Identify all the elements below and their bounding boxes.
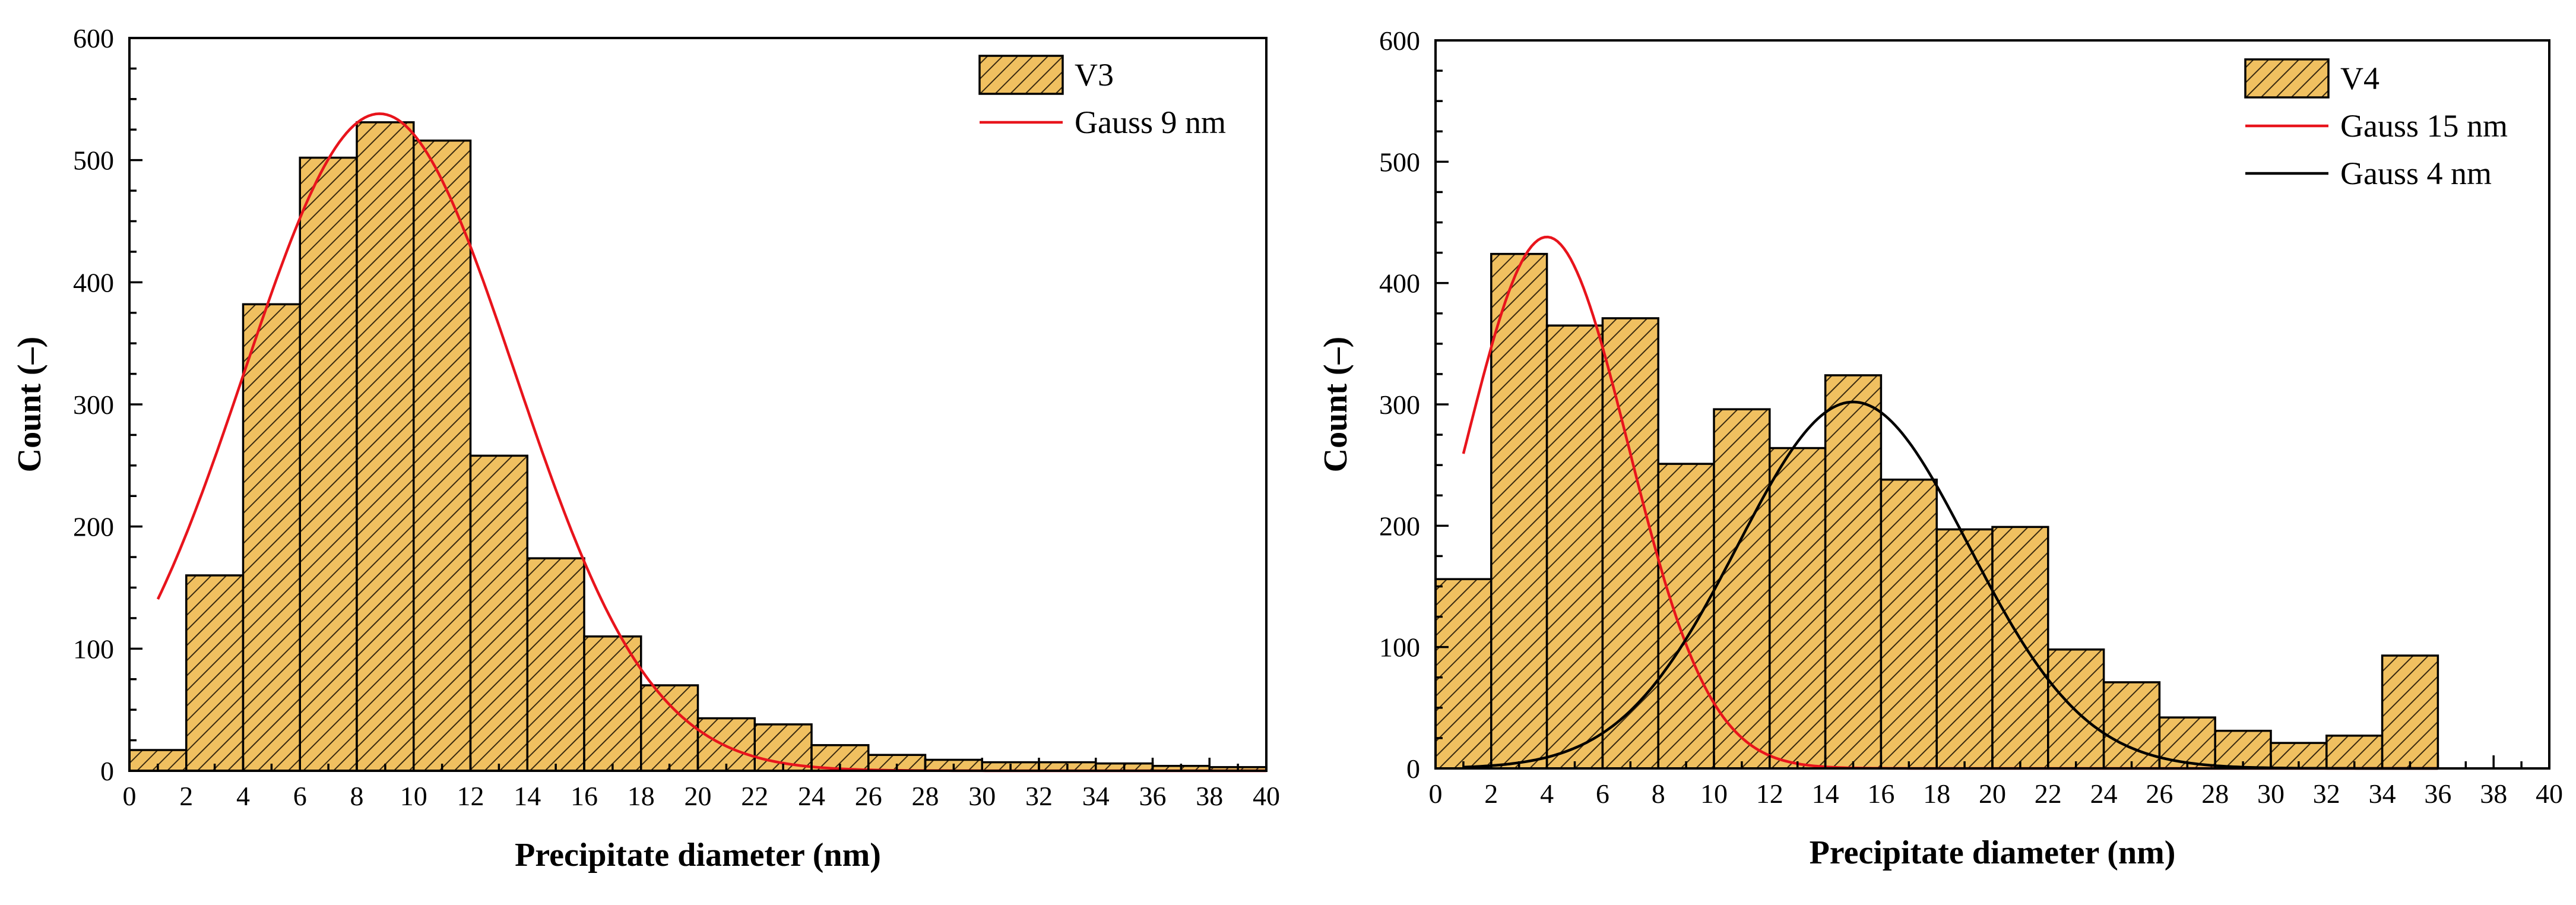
y-tick-label: 400	[73, 267, 114, 298]
y-tick-label: 500	[1379, 147, 1420, 177]
y-axis-title: Count (–)	[11, 337, 48, 473]
x-axis-ticks: 0 2 4 6 8 10 12 14 16 18 20 22 24 26 28 30 32 34 36 38 40	[123, 758, 1280, 811]
x-tick-label: 32	[2313, 779, 2340, 809]
x-axis-title: Precipitate diameter (nm)	[1810, 834, 2176, 871]
y-tick-label: 0	[1406, 754, 1420, 784]
x-tick-label: 2	[179, 781, 193, 811]
legend-label: Gauss 4 nm	[2340, 156, 2492, 191]
x-tick-label: 12	[457, 781, 484, 811]
bar-12	[1769, 447, 1827, 770]
x-tick-label: 34	[1082, 781, 1110, 811]
y-tick-label: 600	[1379, 26, 1420, 56]
x-tick-label: 12	[1756, 779, 1783, 809]
bar-18	[640, 684, 699, 772]
bar-12	[469, 454, 528, 772]
x-tick-label: 28	[2201, 779, 2229, 809]
y-tick-label: 300	[73, 390, 114, 420]
x-tick-label: 10	[400, 781, 427, 811]
x-tick-label: 30	[968, 781, 996, 811]
legend-swatch-bars	[978, 55, 1064, 95]
bar-18	[1935, 528, 1994, 770]
y-tick-label: 500	[73, 145, 114, 176]
x-tick-label: 40	[1253, 781, 1280, 811]
x-tick-label: 18	[628, 781, 655, 811]
bar-14	[526, 557, 585, 772]
x-tick-label: 16	[571, 781, 598, 811]
x-tick-label: 38	[2480, 779, 2507, 809]
x-tick-label: 22	[2035, 779, 2062, 809]
x-tick-label: 6	[293, 781, 307, 811]
x-tick-label: 2	[1484, 779, 1498, 809]
bar-6	[299, 156, 358, 772]
x-tick-label: 22	[741, 781, 768, 811]
x-tick-label: 14	[1812, 779, 1839, 809]
x-tick-label: 18	[1923, 779, 1950, 809]
x-tick-label: 28	[912, 781, 939, 811]
bar-34	[2381, 654, 2439, 770]
x-tick-label: 26	[2146, 779, 2173, 809]
legend: V4 Gauss 15 nm Gauss 4 nm	[2244, 58, 2508, 191]
x-tick-label: 24	[798, 781, 825, 811]
y-tick-label: 400	[1379, 268, 1420, 299]
x-tick-label: 38	[1196, 781, 1223, 811]
x-tick-label: 14	[514, 781, 541, 811]
y-tick-label: 0	[100, 756, 114, 786]
chart-v4: 0 2 4 6 8 10 12 14 16 18 20 22 24 26 28 30 32 34 36 38 40 01…	[1317, 26, 2563, 871]
x-tick-label: 36	[1139, 781, 1167, 811]
y-tick-label: 200	[73, 512, 114, 542]
bar-16	[1880, 478, 1938, 770]
x-tick-label: 4	[236, 781, 250, 811]
chart-v3: 0 2 4 6 8 10 12 14 16 18 20 22 24 26 28 30 32 34 36 38 40 01…	[11, 23, 1280, 874]
x-tick-label: 26	[855, 781, 882, 811]
x-tick-label: 20	[1979, 779, 2006, 809]
y-tick-label: 200	[1379, 511, 1420, 541]
legend-label: Gauss 15 nm	[2340, 108, 2508, 144]
bar-10	[413, 140, 472, 772]
bar-4	[242, 303, 301, 772]
x-tick-label: 24	[2090, 779, 2118, 809]
bar-14	[1824, 374, 1883, 770]
x-tick-label: 8	[350, 781, 364, 811]
bar-20	[696, 717, 756, 772]
x-tick-label: 8	[1652, 779, 1665, 809]
y-axis-title: Count (–)	[1317, 337, 1354, 473]
x-tick-label: 20	[685, 781, 712, 811]
legend-swatch-bars	[2244, 58, 2330, 99]
legend-label: V4	[2340, 61, 2379, 96]
y-tick-label: 100	[73, 634, 114, 664]
y-tick-label: 100	[1379, 632, 1420, 663]
legend-label: V3	[1075, 57, 1114, 93]
bar-26	[2158, 716, 2216, 770]
y-axis-ticks: 0 100 200 300 400 500 600	[1379, 26, 1449, 784]
y-axis-ticks: 0 100 200 300 400 500 600	[73, 23, 142, 786]
x-tick-label: 0	[123, 781, 137, 811]
bar-2	[1490, 252, 1548, 770]
bar-2	[185, 574, 245, 772]
x-tick-label: 40	[2536, 779, 2563, 809]
y-tick-label: 600	[73, 23, 114, 53]
x-axis-title: Precipitate diameter (nm)	[515, 837, 881, 874]
bars	[1434, 252, 2439, 770]
bar-6	[1601, 317, 1659, 770]
x-tick-label: 34	[2369, 779, 2396, 809]
bar-20	[1991, 526, 2049, 770]
x-tick-label: 16	[1867, 779, 1894, 809]
x-tick-label: 10	[1700, 779, 1728, 809]
x-axis-ticks: 0 2 4 6 8 10 12 14 16 18 20 22 24 26 28 30 32 34 36 38 40	[1429, 755, 2563, 809]
x-tick-label: 36	[2424, 779, 2451, 809]
legend: V3 Gauss 9 nm	[978, 55, 1226, 140]
x-tick-label: 6	[1596, 779, 1609, 809]
bar-0	[1434, 578, 1493, 770]
bar-8	[1657, 463, 1715, 770]
bars	[128, 121, 1268, 772]
x-tick-label: 0	[1429, 779, 1443, 809]
legend-label: Gauss 9 nm	[1075, 105, 1226, 140]
x-tick-label: 4	[1540, 779, 1554, 809]
x-tick-label: 30	[2257, 779, 2285, 809]
y-tick-label: 300	[1379, 390, 1420, 420]
x-tick-label: 32	[1025, 781, 1053, 811]
bar-8	[356, 121, 415, 772]
bar-4	[1545, 324, 1604, 770]
